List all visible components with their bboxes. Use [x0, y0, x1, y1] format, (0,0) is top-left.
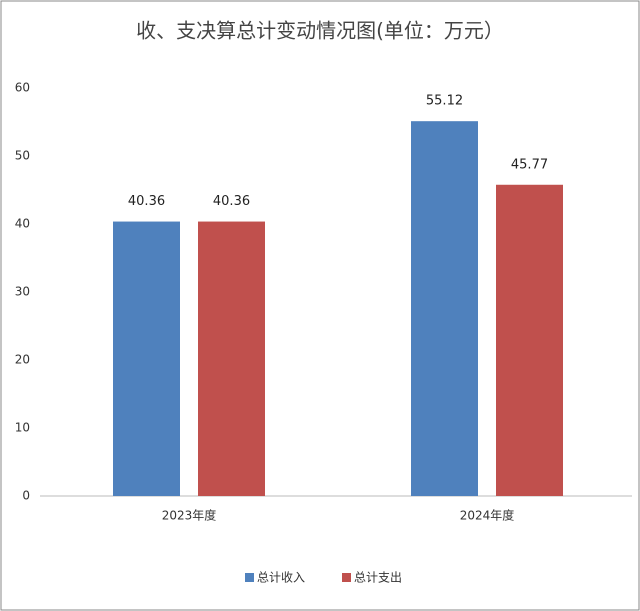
bar	[113, 221, 180, 496]
y-tick-label: 20	[15, 353, 30, 367]
y-tick-label: 40	[15, 217, 30, 231]
legend-label: 总计支出	[354, 571, 402, 585]
data-label: 40.36	[128, 194, 165, 209]
y-tick-label: 50	[15, 149, 30, 163]
legend-swatch	[245, 573, 254, 582]
legend-label: 总计收入	[257, 571, 305, 585]
legend-swatch	[342, 573, 351, 582]
bar	[496, 184, 563, 496]
data-label: 55.12	[426, 94, 463, 109]
x-tick-label: 2023年度	[162, 508, 217, 523]
data-label: 45.77	[511, 157, 548, 172]
bar	[411, 121, 478, 497]
y-tick-label: 60	[15, 81, 30, 95]
y-tick-label: 10	[15, 421, 30, 435]
data-label: 40.36	[213, 194, 250, 209]
bar	[198, 221, 265, 496]
y-tick-label: 0	[22, 489, 30, 503]
x-tick-label: 2024年度	[460, 508, 515, 523]
chart-title: 收、支决算总计变动情况图(单位：万元）	[136, 19, 504, 43]
y-tick-label: 30	[15, 285, 30, 299]
